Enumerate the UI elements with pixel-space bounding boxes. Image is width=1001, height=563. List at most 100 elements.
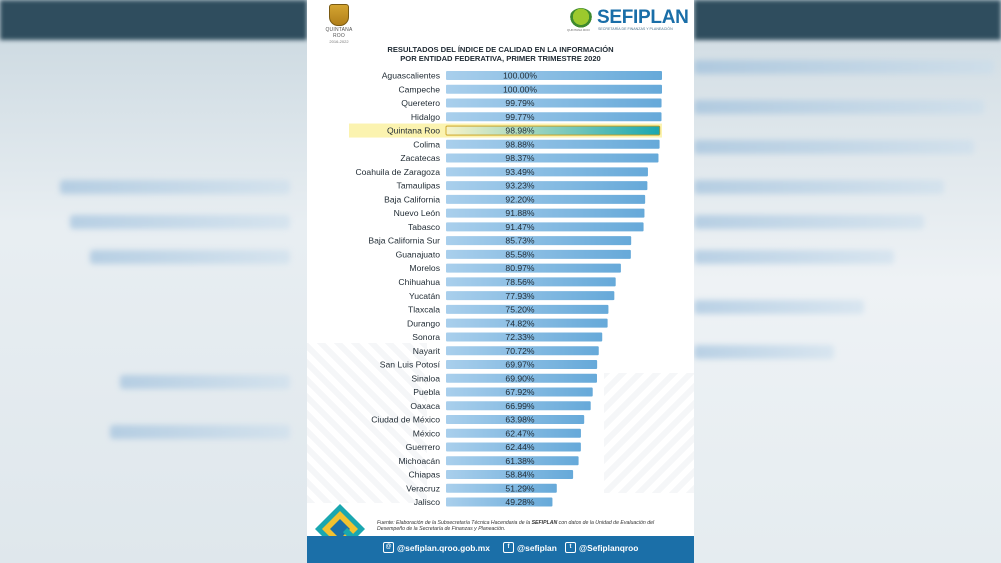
bar-sinaloa (446, 373, 597, 383)
category-label: Tabasco (408, 222, 440, 232)
footnote-suffix: con datos de la Unidad de Evaluación del… (377, 520, 655, 533)
footnote-prefix: Fuente: Elaboración de la Subsecretaría … (377, 520, 532, 526)
value-label: 100.00% (503, 84, 537, 94)
category-label: Hidalgo (411, 112, 440, 122)
value-label: 92.20% (505, 194, 535, 204)
value-label: 67.92% (505, 387, 535, 397)
bar-puebla (446, 387, 593, 397)
bar-tlaxcala (446, 304, 609, 314)
category-label: Michoacán (398, 456, 440, 466)
value-label: 61.38% (505, 456, 535, 466)
footer-bar: @ @sefiplan.qroo.gob.mx f @sefiplan t @S… (307, 536, 694, 563)
footer-twitter[interactable]: t @Sefiplanqroo (565, 542, 638, 553)
web-icon: @ (383, 542, 394, 553)
quintana-roo-logo: QUINTANA ROO 2016-2022 (319, 4, 359, 44)
value-label: 99.79% (505, 98, 535, 108)
value-label: 49.28% (505, 497, 535, 507)
value-label: 70.72% (505, 346, 535, 356)
category-label: Aguascalientes (382, 71, 440, 81)
bar-hidalgo (446, 112, 662, 122)
value-label: 58.84% (505, 470, 535, 480)
value-label: 62.47% (505, 428, 535, 438)
category-label: San Luis Potosí (380, 360, 441, 370)
value-label: 63.98% (505, 415, 535, 425)
bar-chiapas (446, 470, 574, 480)
tree-icon (569, 8, 593, 30)
brand-subtitle: SECRETARÍA DE FINANZAS Y PLANEACIÓN (598, 27, 673, 31)
value-label: 69.97% (505, 360, 535, 370)
bar-nuevo-le-n (446, 208, 645, 218)
bar-sonora (446, 332, 603, 342)
value-label: 66.99% (505, 401, 535, 411)
background-left-blur (0, 0, 307, 563)
bar-m-xico (446, 428, 581, 438)
value-label: 85.58% (505, 249, 535, 259)
category-label: Sinaloa (411, 373, 440, 383)
category-label: Chiapas (408, 470, 440, 480)
value-label: 69.90% (505, 373, 535, 383)
value-label: 91.88% (505, 208, 535, 218)
footer-web[interactable]: @ @sefiplan.qroo.gob.mx (383, 542, 490, 553)
bar-zacatecas (446, 153, 659, 163)
category-label: Quintana Roo (387, 126, 440, 136)
value-label: 72.33% (505, 332, 535, 342)
value-label: 80.97% (505, 263, 535, 273)
bar-baja-california (446, 194, 646, 204)
chart-subtitle: POR ENTIDAD FEDERATIVA, PRIMER TRIMESTRE… (400, 54, 601, 63)
state-shield-icon (329, 4, 349, 26)
value-label: 99.77% (505, 112, 535, 122)
category-label: Ciudad de México (371, 415, 440, 425)
bar-chart-svg: Aguascalientes 100.00% Campeche 100.00% Quer… (349, 71, 662, 507)
category-label: Sonora (412, 332, 440, 342)
bar-guanajuato (446, 249, 631, 259)
category-label: Guanajuato (396, 249, 441, 259)
value-label: 62.44% (505, 442, 535, 452)
value-label: 91.47% (505, 222, 535, 232)
bar-chihuahua (446, 277, 616, 287)
bar-aguascalientes (446, 71, 662, 80)
sefiplan-logo: QUINTANA ROO SEFIPLAN SECRETARÍA DE FINA… (567, 7, 689, 32)
bar-san-luis-potos- (446, 359, 598, 369)
tree-caption: QUINTANA ROO (567, 28, 590, 32)
category-label: Chihuahua (398, 277, 440, 287)
source-footnote: Fuente: Elaboración de la Subsecretaría … (377, 520, 677, 533)
value-label: 100.00% (503, 71, 537, 81)
category-label: Nayarit (413, 346, 441, 356)
category-label: Nuevo León (394, 208, 441, 218)
category-label: Durango (407, 318, 440, 328)
decorative-pattern-left (307, 343, 427, 503)
category-label: Baja California Sur (368, 236, 440, 246)
value-label: 93.23% (505, 181, 535, 191)
value-label: 74.82% (505, 318, 535, 328)
value-label: 98.98% (505, 126, 535, 136)
category-label: Oaxaca (410, 401, 440, 411)
category-label: Puebla (413, 387, 440, 397)
value-label: 98.88% (505, 139, 535, 149)
bar-quintana-roo (445, 125, 661, 136)
category-label: Coahuila de Zaragoza (355, 167, 440, 177)
footer-facebook[interactable]: f @sefiplan (503, 542, 557, 553)
decorative-pattern-right (604, 373, 694, 493)
bar-tabasco (446, 222, 644, 232)
category-label: Zacatecas (400, 153, 440, 163)
category-label: Guerrero (406, 442, 441, 452)
category-label: Queretero (401, 98, 440, 108)
infographic-poster: QUINTANA ROO 2016-2022 QUINTANA ROO SEFI… (307, 0, 694, 563)
footnote-bold: SEFIPLAN (531, 520, 558, 526)
bar-tamaulipas (446, 181, 648, 191)
brand-name: SEFIPLAN (597, 7, 689, 28)
value-label: 77.93% (505, 291, 535, 301)
bar-guerrero (446, 442, 581, 452)
category-label: Campeche (398, 84, 440, 94)
bar-jalisco (446, 497, 553, 507)
footer-web-label: @sefiplan.qroo.gob.mx (397, 542, 490, 553)
category-label: Veracruz (406, 483, 440, 493)
bar-yucat-n (446, 291, 615, 301)
value-label: 75.20% (505, 305, 535, 315)
facebook-icon: f (503, 542, 514, 553)
footer-facebook-label: @sefiplan (517, 542, 557, 553)
bar-coahuila-de-zaragoza (446, 167, 648, 177)
category-label: Colima (413, 139, 440, 149)
bar-colima (446, 139, 660, 149)
category-label: Tlaxcala (408, 305, 440, 315)
